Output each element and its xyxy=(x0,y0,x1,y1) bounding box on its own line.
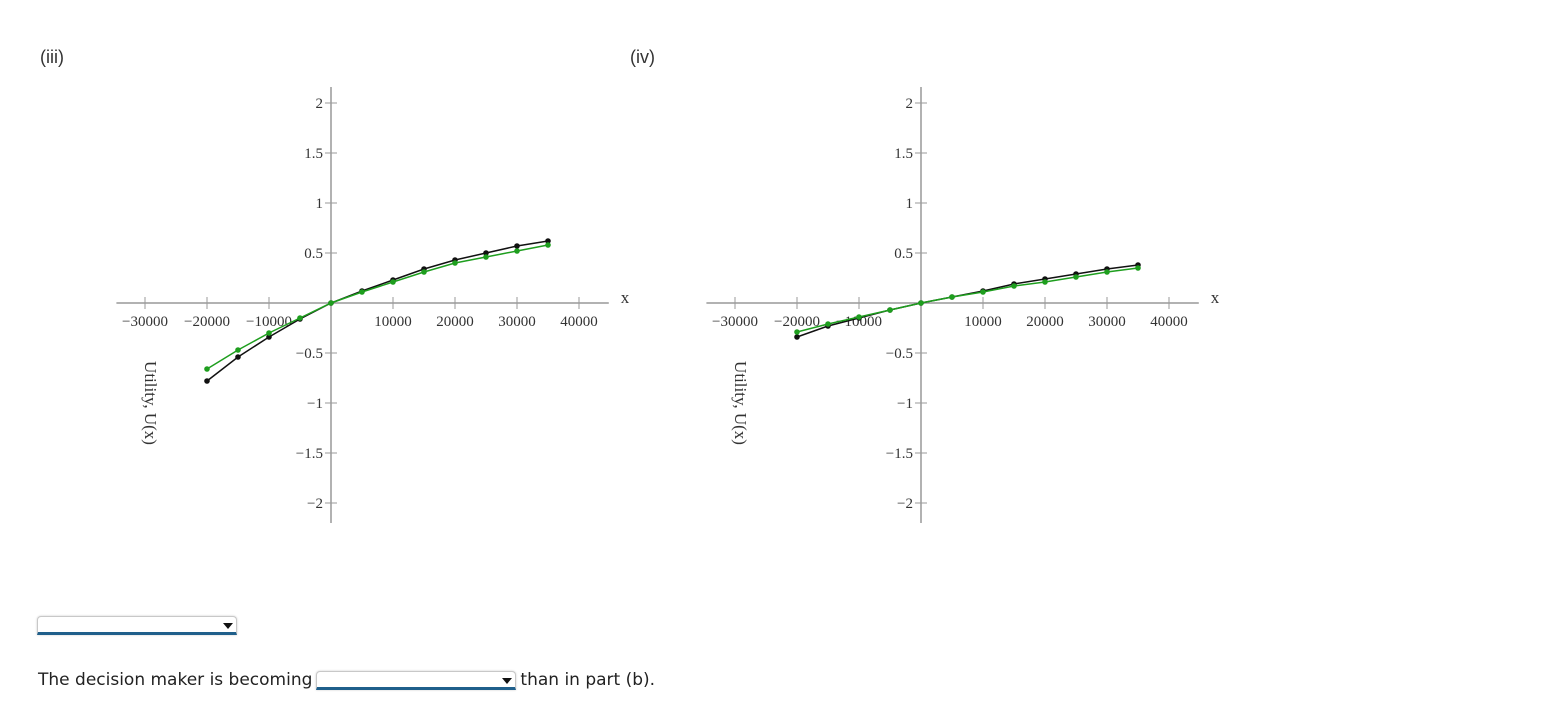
data-point xyxy=(204,366,210,372)
answer-dropdown-1[interactable] xyxy=(37,616,237,635)
data-point xyxy=(887,307,893,313)
risk-attitude-dropdown[interactable] xyxy=(316,670,517,690)
data-point xyxy=(1042,279,1048,285)
y-tick-label: −1.5 xyxy=(296,446,323,462)
y-tick-label: 1.5 xyxy=(304,146,323,162)
utility-chart-iii: −30000 −20000 −10000 10000 20000 30000 40000 x 2… xyxy=(116,87,630,523)
sentence-suffix: than in part (b). xyxy=(520,670,656,690)
x-tick-label: 20000 xyxy=(1026,314,1064,330)
x-tick-label: 40000 xyxy=(560,314,598,330)
y-tick-label: 0.5 xyxy=(304,246,323,262)
data-point xyxy=(545,242,551,248)
data-point xyxy=(266,330,272,336)
series-line-black xyxy=(206,240,549,382)
y-tick-label: −1.5 xyxy=(886,446,913,462)
data-point xyxy=(359,289,365,295)
y-tick-label: 1 xyxy=(906,196,914,212)
data-point xyxy=(514,248,520,254)
y-tick-label: 1 xyxy=(316,196,324,212)
data-point xyxy=(825,321,831,327)
chevron-down-icon xyxy=(223,623,233,629)
x-tick-label: −20000 xyxy=(774,314,820,330)
data-point xyxy=(918,300,924,306)
y-axis-label: Utility, U(x) xyxy=(731,361,750,445)
data-point xyxy=(514,243,520,249)
data-point xyxy=(483,250,489,256)
data-point xyxy=(794,334,800,340)
x-axis-label: x xyxy=(1211,288,1220,307)
x-tick-label: −30000 xyxy=(712,314,758,330)
data-point xyxy=(452,260,458,266)
y-tick-label: −0.5 xyxy=(886,346,913,362)
y-tick-label: −1 xyxy=(897,396,913,412)
y-axis-label: Utility, U(x) xyxy=(141,361,160,445)
chevron-down-icon xyxy=(502,677,513,684)
sentence-prefix: The decision maker is becoming xyxy=(38,670,313,690)
data-point xyxy=(204,378,210,384)
data-point xyxy=(949,294,955,300)
x-tick-label: 20000 xyxy=(436,314,474,330)
data-point xyxy=(794,329,800,335)
data-point xyxy=(856,314,862,320)
data-point xyxy=(235,347,241,353)
data-point xyxy=(1011,283,1017,289)
y-tick-label: 2 xyxy=(906,96,914,112)
series-line-green xyxy=(796,267,1139,333)
y-tick-label: 2 xyxy=(316,96,324,112)
data-point xyxy=(235,354,241,360)
y-tick-label: 0.5 xyxy=(894,246,913,262)
panel-label-iv: (iv) xyxy=(630,47,655,67)
data-point xyxy=(1135,265,1141,271)
data-point xyxy=(1104,269,1110,275)
panel-label-iii: (iii) xyxy=(40,47,64,67)
series-line-green xyxy=(206,244,549,370)
x-tick-label: −10000 xyxy=(246,314,292,330)
data-point xyxy=(297,315,303,321)
x-tick-label: 10000 xyxy=(964,314,1002,330)
x-tick-label: 10000 xyxy=(374,314,412,330)
data-point xyxy=(1073,274,1079,280)
x-axis-label: x xyxy=(621,288,630,307)
data-point xyxy=(328,300,334,306)
x-tick-label: 30000 xyxy=(1088,314,1126,330)
risk-attitude-sentence: The decision maker is becoming than in p… xyxy=(38,670,655,690)
data-point xyxy=(545,238,551,244)
y-tick-label: 1.5 xyxy=(894,146,913,162)
data-point xyxy=(266,334,272,340)
y-tick-label: −1 xyxy=(307,396,323,412)
y-tick-label: −2 xyxy=(897,496,913,512)
data-point xyxy=(390,279,396,285)
x-tick-label: 40000 xyxy=(1150,314,1188,330)
data-point xyxy=(421,269,427,275)
data-point xyxy=(980,289,986,295)
x-tick-label: −30000 xyxy=(122,314,168,330)
x-tick-label: −20000 xyxy=(184,314,230,330)
x-tick-label: 30000 xyxy=(498,314,536,330)
y-tick-label: −0.5 xyxy=(296,346,323,362)
y-tick-label: −2 xyxy=(307,496,323,512)
data-point xyxy=(483,254,489,260)
utility-chart-iv: −30000 −20000 −10000 10000 20000 30000 40000 x 2… xyxy=(706,87,1220,523)
x-tick-label: −10000 xyxy=(836,314,882,330)
